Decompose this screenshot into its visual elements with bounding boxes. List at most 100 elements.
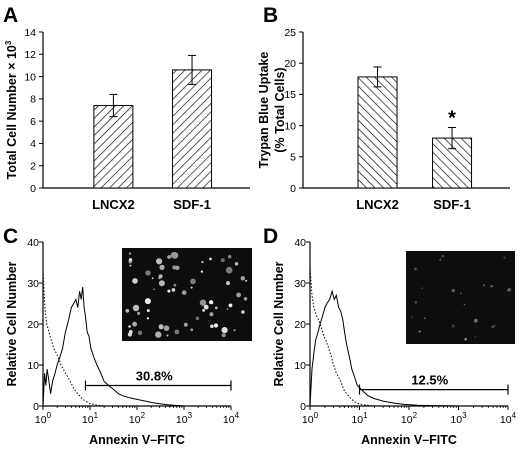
cell-spot (228, 303, 233, 308)
x-tick-label: 100 (35, 411, 52, 426)
cell-spot (460, 292, 462, 294)
cell-spot (463, 303, 466, 306)
cell-spot (137, 330, 143, 336)
y-axis-label: Relative Cell Number (5, 261, 19, 386)
y-tick-label: 15 (284, 89, 296, 101)
bar (93, 105, 134, 189)
y-axis-label: Relative Cell Number (272, 261, 286, 386)
cell-spot (226, 308, 229, 310)
x-tick-label: 100 (302, 411, 319, 426)
cell-spot (474, 336, 477, 338)
x-axis-label: Annexin V–FITC (89, 433, 185, 447)
cell-spot (167, 255, 172, 259)
y-tick-label: 0 (33, 401, 39, 413)
y-tick-label: 40 (294, 237, 306, 249)
cell-spot (200, 270, 203, 273)
cell-spot (190, 278, 196, 285)
cell-spot (220, 258, 225, 263)
cell-spot (203, 304, 209, 310)
cell-spot (153, 288, 155, 291)
category-label: LNCX2 (356, 197, 399, 212)
cell-spot (166, 334, 169, 337)
cell-spot (225, 266, 233, 274)
x-tick-base: 10 (176, 414, 188, 426)
y-tick-label: 30 (27, 278, 39, 290)
cell-spot (156, 258, 163, 265)
cell-spot (174, 329, 180, 335)
cell-spot (503, 256, 506, 259)
cell-spot (144, 298, 151, 305)
cell-spot (158, 324, 164, 330)
y-tick-label: 30 (294, 278, 306, 290)
cell-spot (190, 286, 193, 289)
bar-chart-b: 0 5 10 15 20 25 LNCX2 SDF-1 * Trypan Blue Uptake(… (257, 27, 510, 212)
cell-spot (241, 310, 245, 314)
panel-letter-c: C (3, 225, 18, 248)
cell-spot (209, 257, 212, 261)
y-tick-label: 12 (24, 49, 36, 61)
micrograph-inset (406, 251, 515, 344)
cell-spot (129, 264, 132, 267)
x-tick-exponent: 2 (141, 411, 146, 420)
x-tick-label: 104 (500, 411, 517, 426)
cell-spot (155, 331, 162, 338)
x-tick-base: 10 (82, 414, 94, 426)
cell-spot (210, 324, 214, 329)
micrograph-background (406, 251, 515, 344)
cell-spot (190, 328, 194, 332)
x-axis-label: Annexin V–FITC (361, 433, 457, 447)
cell-spot (414, 267, 417, 271)
gate-percent-label: 12.5% (411, 373, 448, 388)
y-axis-label-text: Total Cell Number × 10 (5, 45, 19, 179)
cell-spot (170, 252, 177, 259)
cell-spot (132, 278, 138, 284)
cell-spot (201, 260, 204, 264)
cell-spot (414, 301, 418, 304)
cell-spot (418, 330, 421, 333)
annexin-histogram-line (309, 289, 459, 407)
cell-spot (493, 325, 496, 327)
y-axis-label-line2: (% Total Cells) (273, 67, 287, 152)
bar-chart-a: 0 2 4 6 8 10 12 14 LNCX2 SDF-1 Total Cell Number ×… (4, 27, 250, 212)
y-tick-label: 25 (284, 27, 296, 39)
panel-letter-d: D (263, 225, 278, 248)
cell-spot (439, 258, 442, 261)
cell-spot (491, 325, 495, 329)
cell-spot (221, 327, 228, 334)
y-tick-label: 10 (27, 360, 39, 372)
y-axis-label: Total Cell Number × 103 (4, 40, 19, 179)
y-tick-label: 10 (24, 71, 36, 83)
cell-spot (221, 333, 226, 338)
cell-spot (128, 252, 132, 255)
x-tick-base: 10 (302, 414, 314, 426)
x-tick-label: 102 (401, 411, 418, 426)
x-tick-exponent: 1 (94, 411, 99, 420)
y-tick-label: 20 (294, 319, 306, 331)
cell-spot (234, 262, 239, 266)
cell-spot (175, 265, 180, 270)
control-histogram-line (309, 266, 375, 407)
cell-spot (209, 300, 214, 305)
cell-spot (137, 311, 141, 315)
gate-percent-label: 30.8% (136, 369, 173, 384)
y-tick-label: 6 (30, 116, 36, 128)
cell-spot (181, 290, 187, 295)
cell-spot (451, 289, 455, 293)
cell-spot (423, 317, 426, 320)
y-tick-label: 0 (300, 401, 306, 413)
cell-spot (173, 283, 177, 287)
cell-spot (132, 321, 138, 327)
cell-spot (209, 312, 214, 317)
cell-spot (167, 289, 171, 293)
cell-spot (228, 255, 232, 259)
cell-spot (474, 318, 478, 323)
x-tick-exponent: 4 (235, 411, 240, 420)
control-histogram-line (42, 270, 105, 407)
y-tick-label: 40 (27, 237, 39, 249)
cell-spot (183, 322, 188, 327)
cell-spot (490, 285, 493, 288)
y-tick-label: 8 (30, 94, 36, 106)
